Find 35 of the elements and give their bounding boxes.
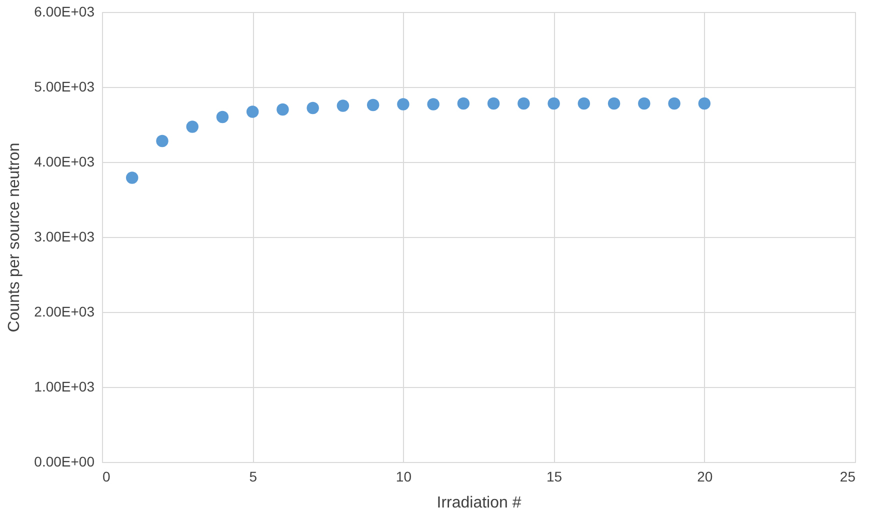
y-tick-label: 0.00E+00 bbox=[34, 454, 95, 470]
point bbox=[126, 172, 138, 184]
x-tick-label: 20 bbox=[697, 468, 713, 484]
y-tick-label: 5.00E+03 bbox=[34, 78, 95, 94]
point bbox=[608, 97, 620, 110]
x-axis-title: Irradiation # bbox=[436, 494, 522, 512]
y-tick-label: 1.00E+03 bbox=[34, 378, 95, 394]
x-tick-label: 25 bbox=[840, 468, 856, 484]
point bbox=[518, 97, 530, 110]
y-tick-label: 6.00E+03 bbox=[34, 4, 95, 20]
point bbox=[246, 106, 259, 118]
x-tick-label: 0 bbox=[102, 468, 110, 484]
point bbox=[366, 98, 380, 112]
point bbox=[397, 98, 410, 110]
x-tick-label: 15 bbox=[546, 468, 562, 484]
point bbox=[156, 134, 168, 148]
point bbox=[427, 98, 440, 110]
y-tick-label: 3.00E+03 bbox=[34, 228, 95, 244]
x-tick-label: 10 bbox=[396, 468, 412, 484]
y-tick-label: 4.00E+03 bbox=[34, 154, 95, 170]
x-tick-label: 5 bbox=[249, 468, 258, 484]
point bbox=[186, 120, 198, 133]
point bbox=[578, 97, 590, 110]
y-axis-title: Counts per source neutron bbox=[6, 142, 24, 332]
point bbox=[276, 103, 289, 116]
y-tick-label: 2.00E+03 bbox=[34, 304, 95, 320]
point bbox=[698, 97, 711, 110]
point bbox=[457, 97, 470, 110]
point bbox=[548, 97, 560, 110]
point bbox=[216, 110, 229, 124]
point bbox=[638, 97, 650, 110]
point bbox=[306, 102, 319, 114]
point bbox=[336, 100, 350, 112]
point bbox=[487, 97, 500, 110]
point bbox=[668, 97, 680, 110]
